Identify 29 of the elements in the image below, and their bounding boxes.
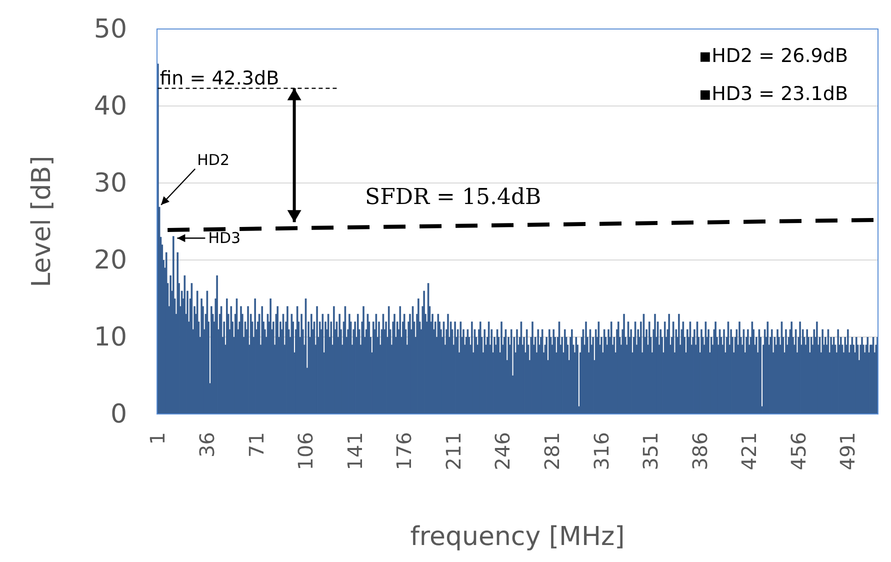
x-tick-label: 386 xyxy=(688,432,712,470)
x-tick-label: 176 xyxy=(392,432,416,470)
annotation: SFDR = 15.4dB xyxy=(365,185,542,210)
annotation: HD2 xyxy=(197,150,230,169)
x-tick-label: 316 xyxy=(589,432,614,470)
y-tick-label: 50 xyxy=(94,14,127,44)
x-tick-label: 36 xyxy=(194,432,219,458)
annotation: ▪HD3 = 23.1dB xyxy=(698,83,848,105)
y-axis-title: Level [dB] xyxy=(27,156,57,288)
x-tick-label: 456 xyxy=(786,432,810,470)
y-tick-label: 40 xyxy=(94,91,127,122)
x-tick-label: 106 xyxy=(294,432,318,470)
x-tick-label: 1 xyxy=(146,432,170,445)
annotation: HD3 xyxy=(208,229,241,248)
y-tick-label: 0 xyxy=(110,399,127,430)
y-tick-label: 20 xyxy=(94,245,127,276)
x-tick-label: 246 xyxy=(490,432,515,470)
y-tick-label: 30 xyxy=(94,168,127,198)
annotation: ▪HD2 = 26.9dB xyxy=(698,45,848,67)
x-tick-label: 421 xyxy=(737,432,762,470)
x-tick-label: 491 xyxy=(836,432,860,470)
x-axis-title: frequency [MHz] xyxy=(410,522,625,552)
annotation: fin = 42.3dB xyxy=(160,67,280,90)
x-tick-label: 71 xyxy=(244,432,268,458)
x-tick-label: 141 xyxy=(342,432,367,470)
x-tick-label: 211 xyxy=(441,432,466,470)
x-tick-label: 281 xyxy=(540,432,564,470)
y-tick-label: 10 xyxy=(94,322,127,352)
x-tick-label: 351 xyxy=(638,432,663,470)
